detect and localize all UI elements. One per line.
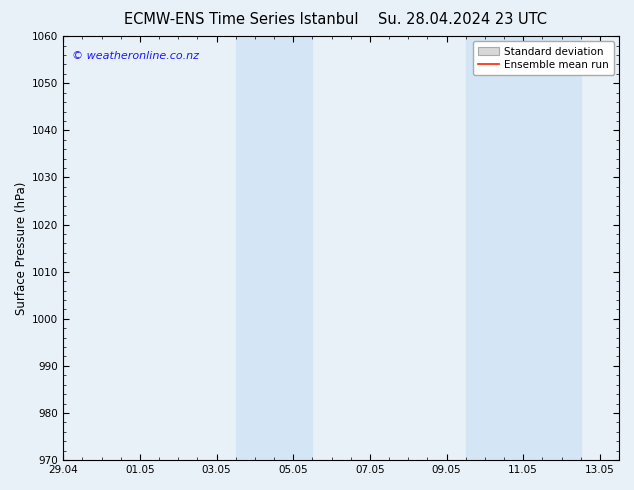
Bar [466, 36, 581, 460]
Bar [236, 36, 313, 460]
Text: ECMW-ENS Time Series Istanbul: ECMW-ENS Time Series Istanbul [124, 12, 358, 27]
Legend: Standard deviation, Ensemble mean run: Standard deviation, Ensemble mean run [472, 41, 614, 75]
Text: © weatheronline.co.nz: © weatheronline.co.nz [72, 51, 198, 61]
Y-axis label: Surface Pressure (hPa): Surface Pressure (hPa) [15, 181, 28, 315]
Text: Su. 28.04.2024 23 UTC: Su. 28.04.2024 23 UTC [378, 12, 547, 27]
